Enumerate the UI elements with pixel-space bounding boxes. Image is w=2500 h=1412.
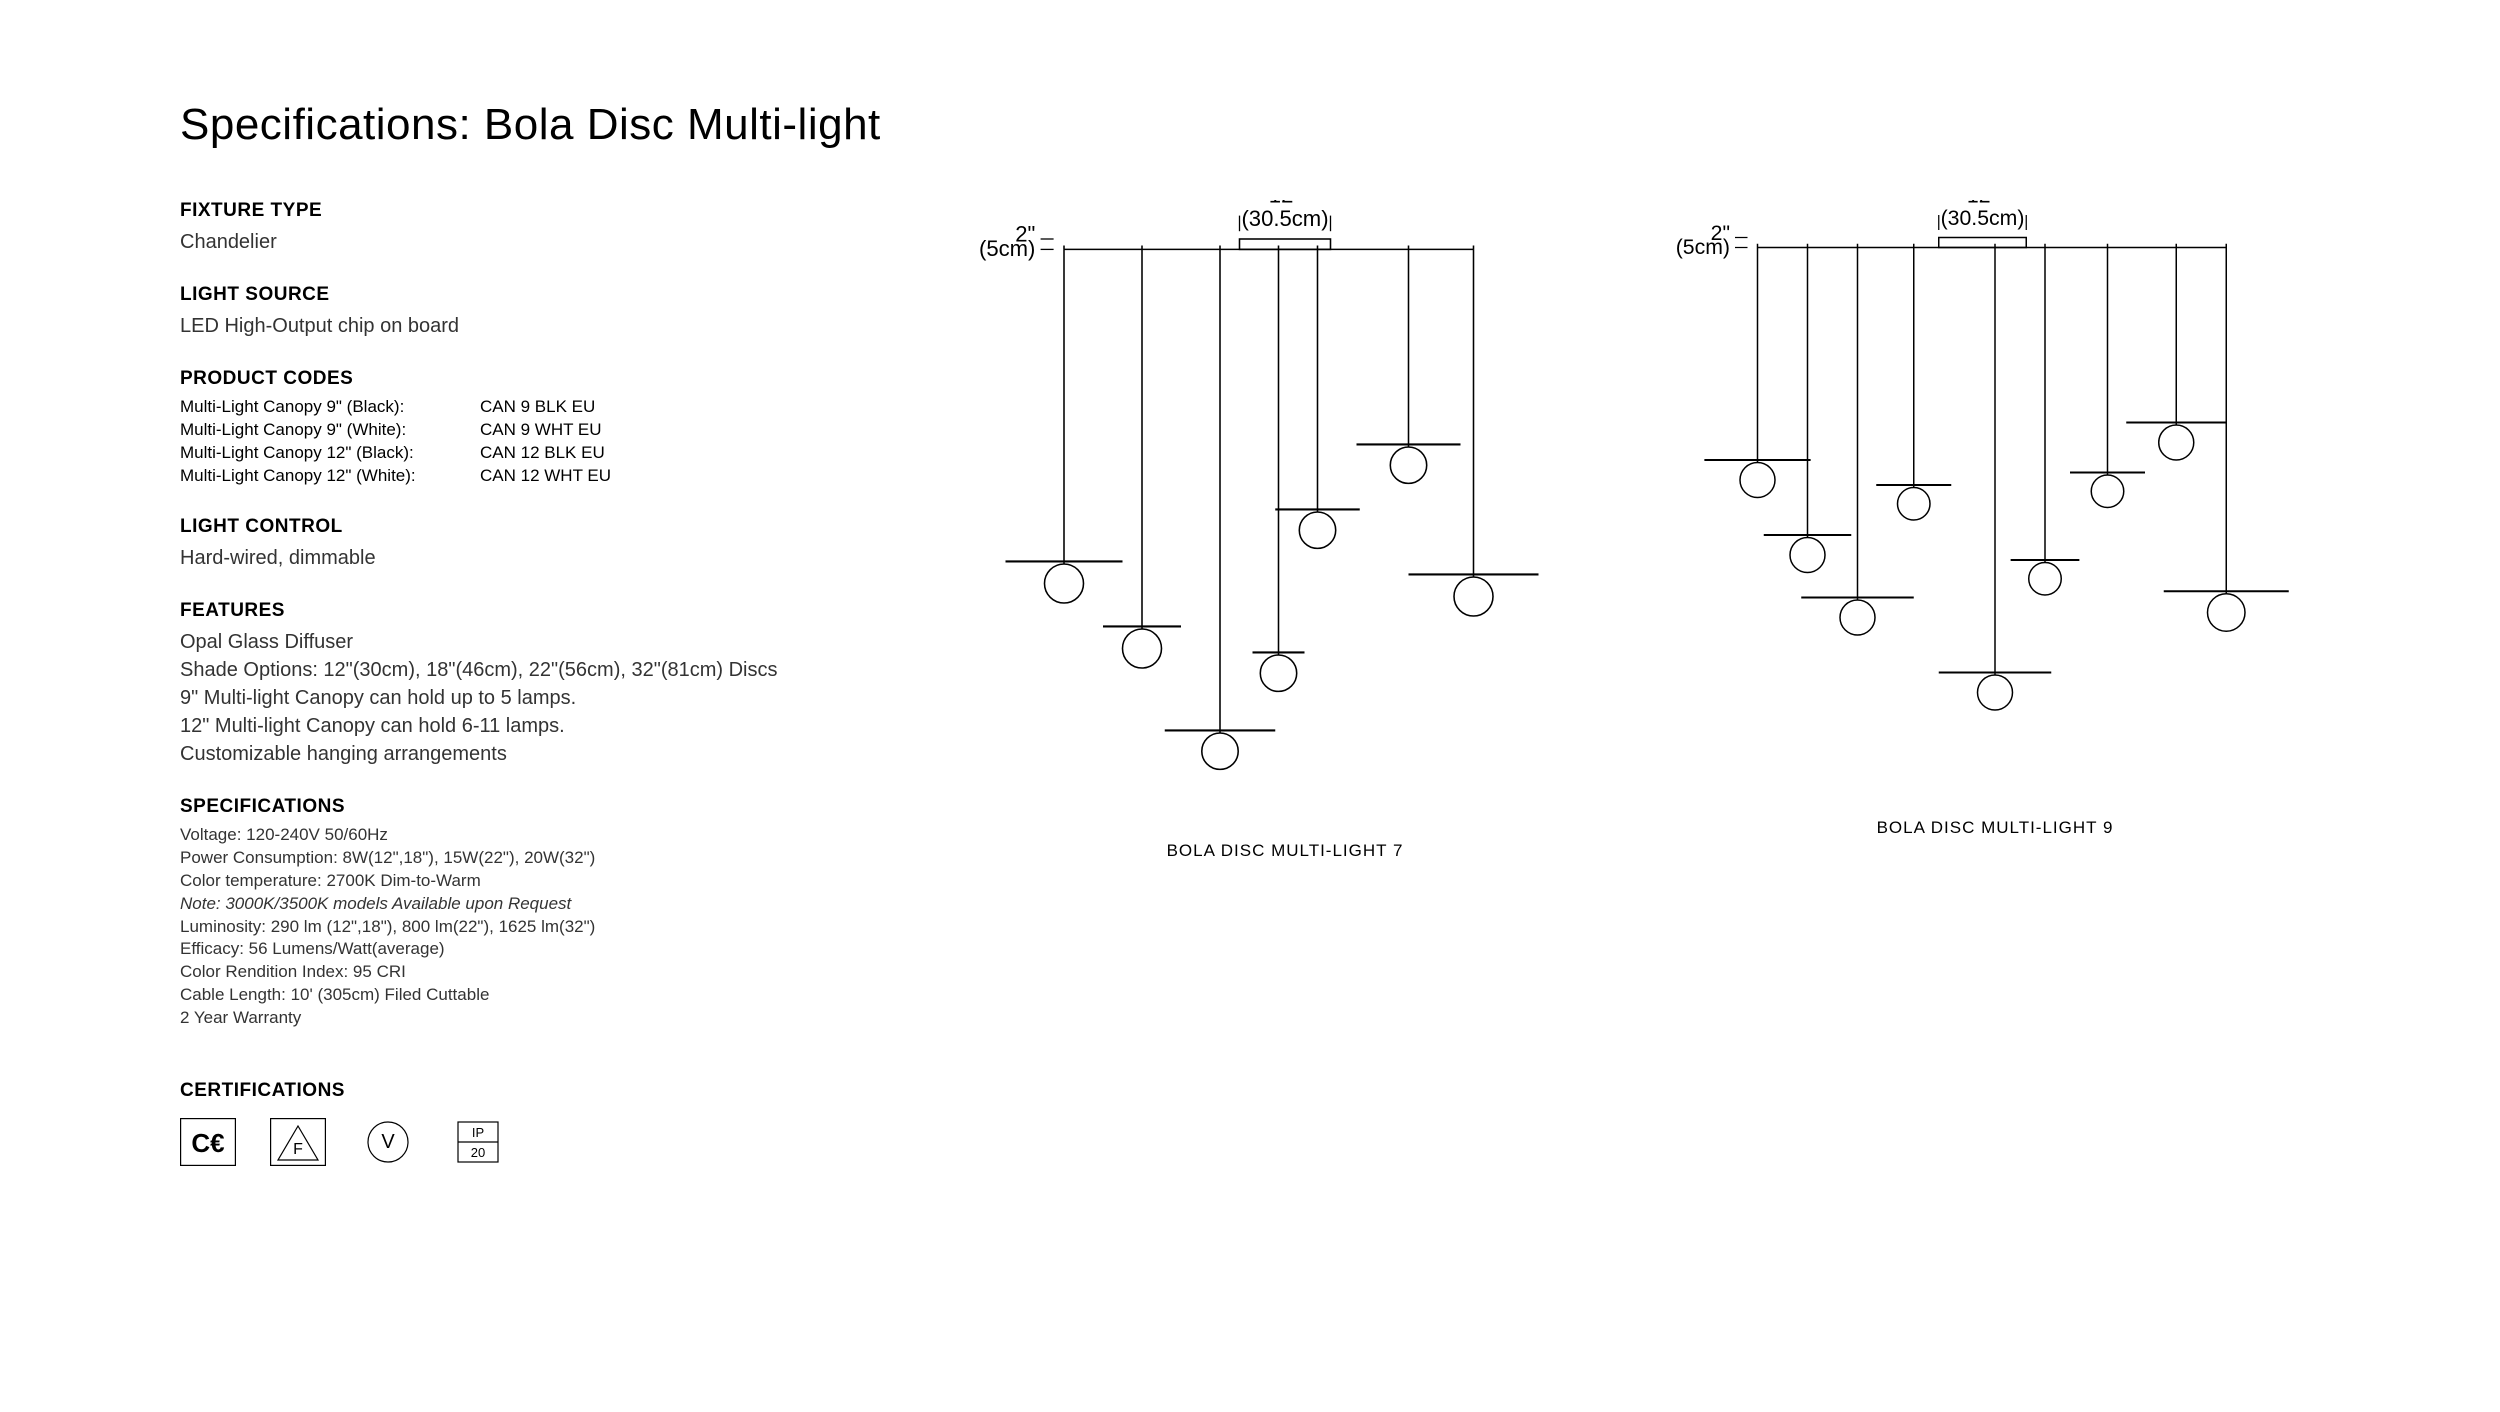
- features-line: 12" Multi-light Canopy can hold 6-11 lam…: [180, 712, 880, 740]
- features-line: Opal Glass Diffuser: [180, 628, 880, 656]
- light-control-body: Hard-wired, dimmable: [180, 544, 880, 572]
- svg-text:20: 20: [471, 1145, 485, 1160]
- product-code-label: Multi-Light Canopy 9" (White):: [180, 419, 480, 442]
- spec-line: Luminosity: 290 lm (12",18"), 800 lm(22"…: [180, 916, 880, 939]
- svg-text:F: F: [293, 1141, 303, 1158]
- svg-text:IP: IP: [472, 1125, 484, 1140]
- page-title: Specifications: Bola Disc Multi-light: [180, 100, 2320, 150]
- svg-text:C€: C€: [191, 1128, 224, 1158]
- features-line: Shade Options: 12"(30cm), 18"(46cm), 22"…: [180, 656, 880, 684]
- diagrams-column: 12"(30.5cm)2"(5cm) BOLA DISC MULTI-LIGHT…: [960, 200, 2320, 1194]
- fixture-type-body: Chandelier: [180, 228, 880, 256]
- svg-text:(30.5cm): (30.5cm): [1941, 206, 2025, 230]
- f-mark-icon: F: [270, 1118, 326, 1166]
- product-code-label: Multi-Light Canopy 12" (White):: [180, 465, 480, 488]
- product-codes-heading: PRODUCT CODES: [180, 368, 880, 390]
- fixture-type-section: FIXTURE TYPE Chandelier: [180, 200, 880, 256]
- spec-line: Power Consumption: 8W(12",18"), 15W(22")…: [180, 847, 880, 870]
- product-code-value: CAN 12 BLK EU: [480, 442, 880, 465]
- product-code-value: CAN 9 WHT EU: [480, 419, 880, 442]
- product-code-label: Multi-Light Canopy 9" (Black):: [180, 396, 480, 419]
- svg-text:(5cm): (5cm): [1676, 235, 1730, 259]
- light-control-heading: LIGHT CONTROL: [180, 516, 880, 538]
- specifications-section: SPECIFICATIONS Voltage: 120-240V 50/60Hz…: [180, 796, 880, 1030]
- specifications-column: FIXTURE TYPE Chandelier LIGHT SOURCE LED…: [180, 200, 880, 1194]
- features-heading: FEATURES: [180, 600, 880, 622]
- features-line: Customizable hanging arrangements: [180, 740, 880, 768]
- ip20-icon: IP 20: [450, 1118, 506, 1166]
- diagram-9: 12"(30.5cm)2"(5cm): [1670, 200, 2320, 788]
- spec-line: Voltage: 120-240V 50/60Hz: [180, 824, 880, 847]
- light-source-body: LED High-Output chip on board: [180, 312, 880, 340]
- diagram-7-caption: BOLA DISC MULTI-LIGHT 7: [1167, 841, 1404, 861]
- spec-line: Color temperature: 2700K Dim-to-Warm: [180, 870, 880, 893]
- diagram-9-wrap: 12"(30.5cm)2"(5cm) BOLA DISC MULTI-LIGHT…: [1670, 200, 2320, 1194]
- svg-text:(30.5cm): (30.5cm): [1241, 206, 1328, 231]
- specifications-heading: SPECIFICATIONS: [180, 796, 880, 818]
- fixture-type-heading: FIXTURE TYPE: [180, 200, 880, 222]
- light-source-heading: LIGHT SOURCE: [180, 284, 880, 306]
- ce-icon: C€: [180, 1118, 236, 1166]
- svg-text:(5cm): (5cm): [979, 236, 1035, 261]
- features-section: FEATURES Opal Glass DiffuserShade Option…: [180, 600, 880, 768]
- spec-note: Note: 3000K/3500K models Available upon …: [180, 893, 880, 916]
- v-mark-icon: V: [360, 1118, 416, 1166]
- spec-line: Color Rendition Index: 95 CRI: [180, 961, 880, 984]
- light-control-section: LIGHT CONTROL Hard-wired, dimmable: [180, 516, 880, 572]
- spec-line: Efficacy: 56 Lumens/Watt(average): [180, 938, 880, 961]
- light-source-section: LIGHT SOURCE LED High-Output chip on boa…: [180, 284, 880, 340]
- product-codes-section: PRODUCT CODES Multi-Light Canopy 9" (Bla…: [180, 368, 880, 488]
- spec-line: 2 Year Warranty: [180, 1007, 880, 1030]
- product-code-value: CAN 9 BLK EU: [480, 396, 880, 419]
- features-line: 9" Multi-light Canopy can hold up to 5 l…: [180, 684, 880, 712]
- product-code-value: CAN 12 WHT EU: [480, 465, 880, 488]
- certifications-heading: CERTIFICATIONS: [180, 1080, 880, 1102]
- product-code-label: Multi-Light Canopy 12" (Black):: [180, 442, 480, 465]
- svg-text:V: V: [381, 1131, 395, 1153]
- diagram-7-wrap: 12"(30.5cm)2"(5cm) BOLA DISC MULTI-LIGHT…: [960, 200, 1610, 1194]
- certifications-section: CERTIFICATIONS C€ F V IP: [180, 1080, 880, 1166]
- spec-line: Cable Length: 10' (305cm) Filed Cuttable: [180, 984, 880, 1007]
- diagram-7: 12"(30.5cm)2"(5cm): [960, 200, 1610, 811]
- diagram-9-caption: BOLA DISC MULTI-LIGHT 9: [1877, 818, 2114, 838]
